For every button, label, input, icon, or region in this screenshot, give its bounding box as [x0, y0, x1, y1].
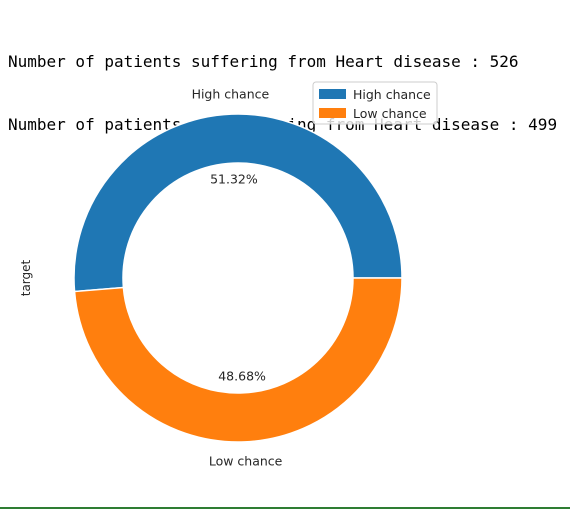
slice-percent-high-chance: 51.32%	[210, 172, 258, 187]
cell-bottom-border	[0, 507, 570, 509]
legend-swatch-low-chance	[319, 108, 346, 118]
legend-swatch-high-chance	[319, 89, 346, 99]
output-line-suffering: Number of patients suffering from Heart …	[8, 52, 519, 71]
slice-label-high-chance: High chance	[192, 86, 270, 101]
donut-chart-svg: High chance 51.32% Low chance 48.68% target H…	[19, 81, 438, 469]
slice-high-chance	[73, 113, 403, 293]
legend-label-high-chance: High chance	[353, 87, 431, 102]
legend-label-low-chance: Low chance	[353, 106, 427, 121]
slice-percent-low-chance: 48.68%	[218, 368, 266, 383]
y-axis-label: target	[19, 259, 33, 296]
slice-low-chance	[73, 277, 403, 443]
slice-label-low-chance: Low chance	[209, 454, 283, 469]
legend: High chance Low chance	[312, 81, 438, 125]
donut-chart: High chance 51.32% Low chance 48.68% target H…	[0, 70, 570, 490]
